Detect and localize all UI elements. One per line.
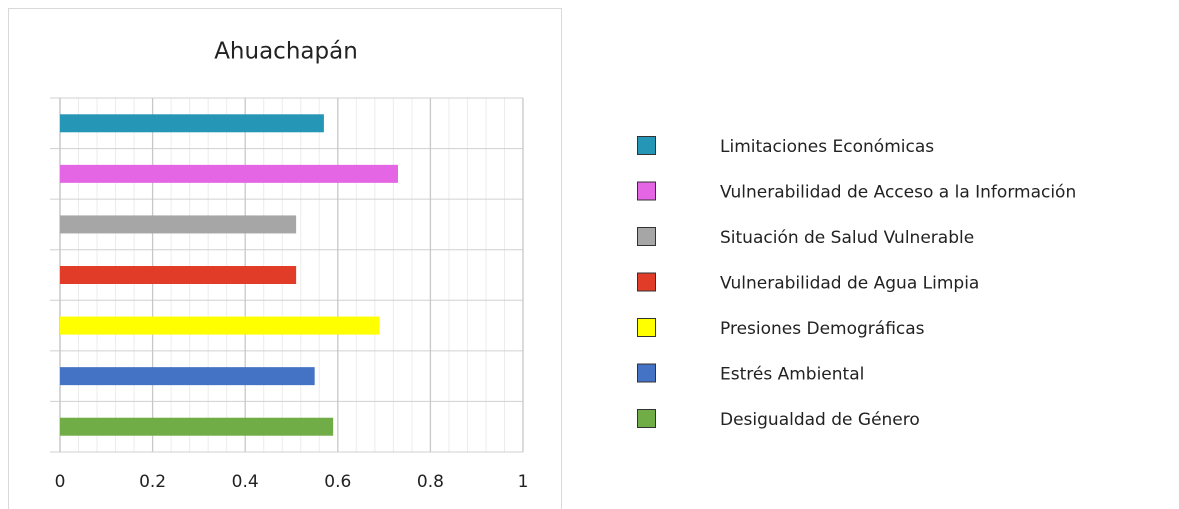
bar xyxy=(60,164,398,183)
x-tick-label: 1 xyxy=(518,472,529,492)
legend-swatch xyxy=(637,181,656,201)
legend-swatch xyxy=(637,227,656,246)
legend-label: Vulnerabilidad de Acceso a la Informació… xyxy=(720,183,1076,203)
bar xyxy=(60,114,324,133)
x-tick-label: 0.6 xyxy=(324,472,351,492)
legend-label: Desigualdad de Género xyxy=(720,410,920,430)
legend-swatch xyxy=(637,318,656,337)
legend-label: Limitaciones Económicas xyxy=(720,137,934,157)
bar xyxy=(60,215,297,234)
legend-label: Estrés Ambiental xyxy=(720,365,864,385)
x-tick-label: 0.4 xyxy=(232,472,259,492)
legend-swatch xyxy=(637,272,656,292)
bar xyxy=(60,367,315,386)
x-tick-label: 0 xyxy=(55,472,66,492)
bar xyxy=(60,266,297,284)
legend-swatch xyxy=(637,136,656,155)
legend-label: Vulnerabilidad de Agua Limpia xyxy=(720,274,979,294)
legend-swatch xyxy=(637,409,656,428)
bar xyxy=(60,316,380,335)
x-tick-label: 0.8 xyxy=(417,472,444,492)
legend-swatch xyxy=(637,363,656,383)
bar xyxy=(60,417,334,436)
x-tick-label: 0.2 xyxy=(139,472,166,492)
chart-title: Ahuachapán xyxy=(214,39,358,65)
legend-label: Presiones Demográficas xyxy=(720,319,925,339)
legend-label: Situación de Salud Vulnerable xyxy=(720,228,974,248)
